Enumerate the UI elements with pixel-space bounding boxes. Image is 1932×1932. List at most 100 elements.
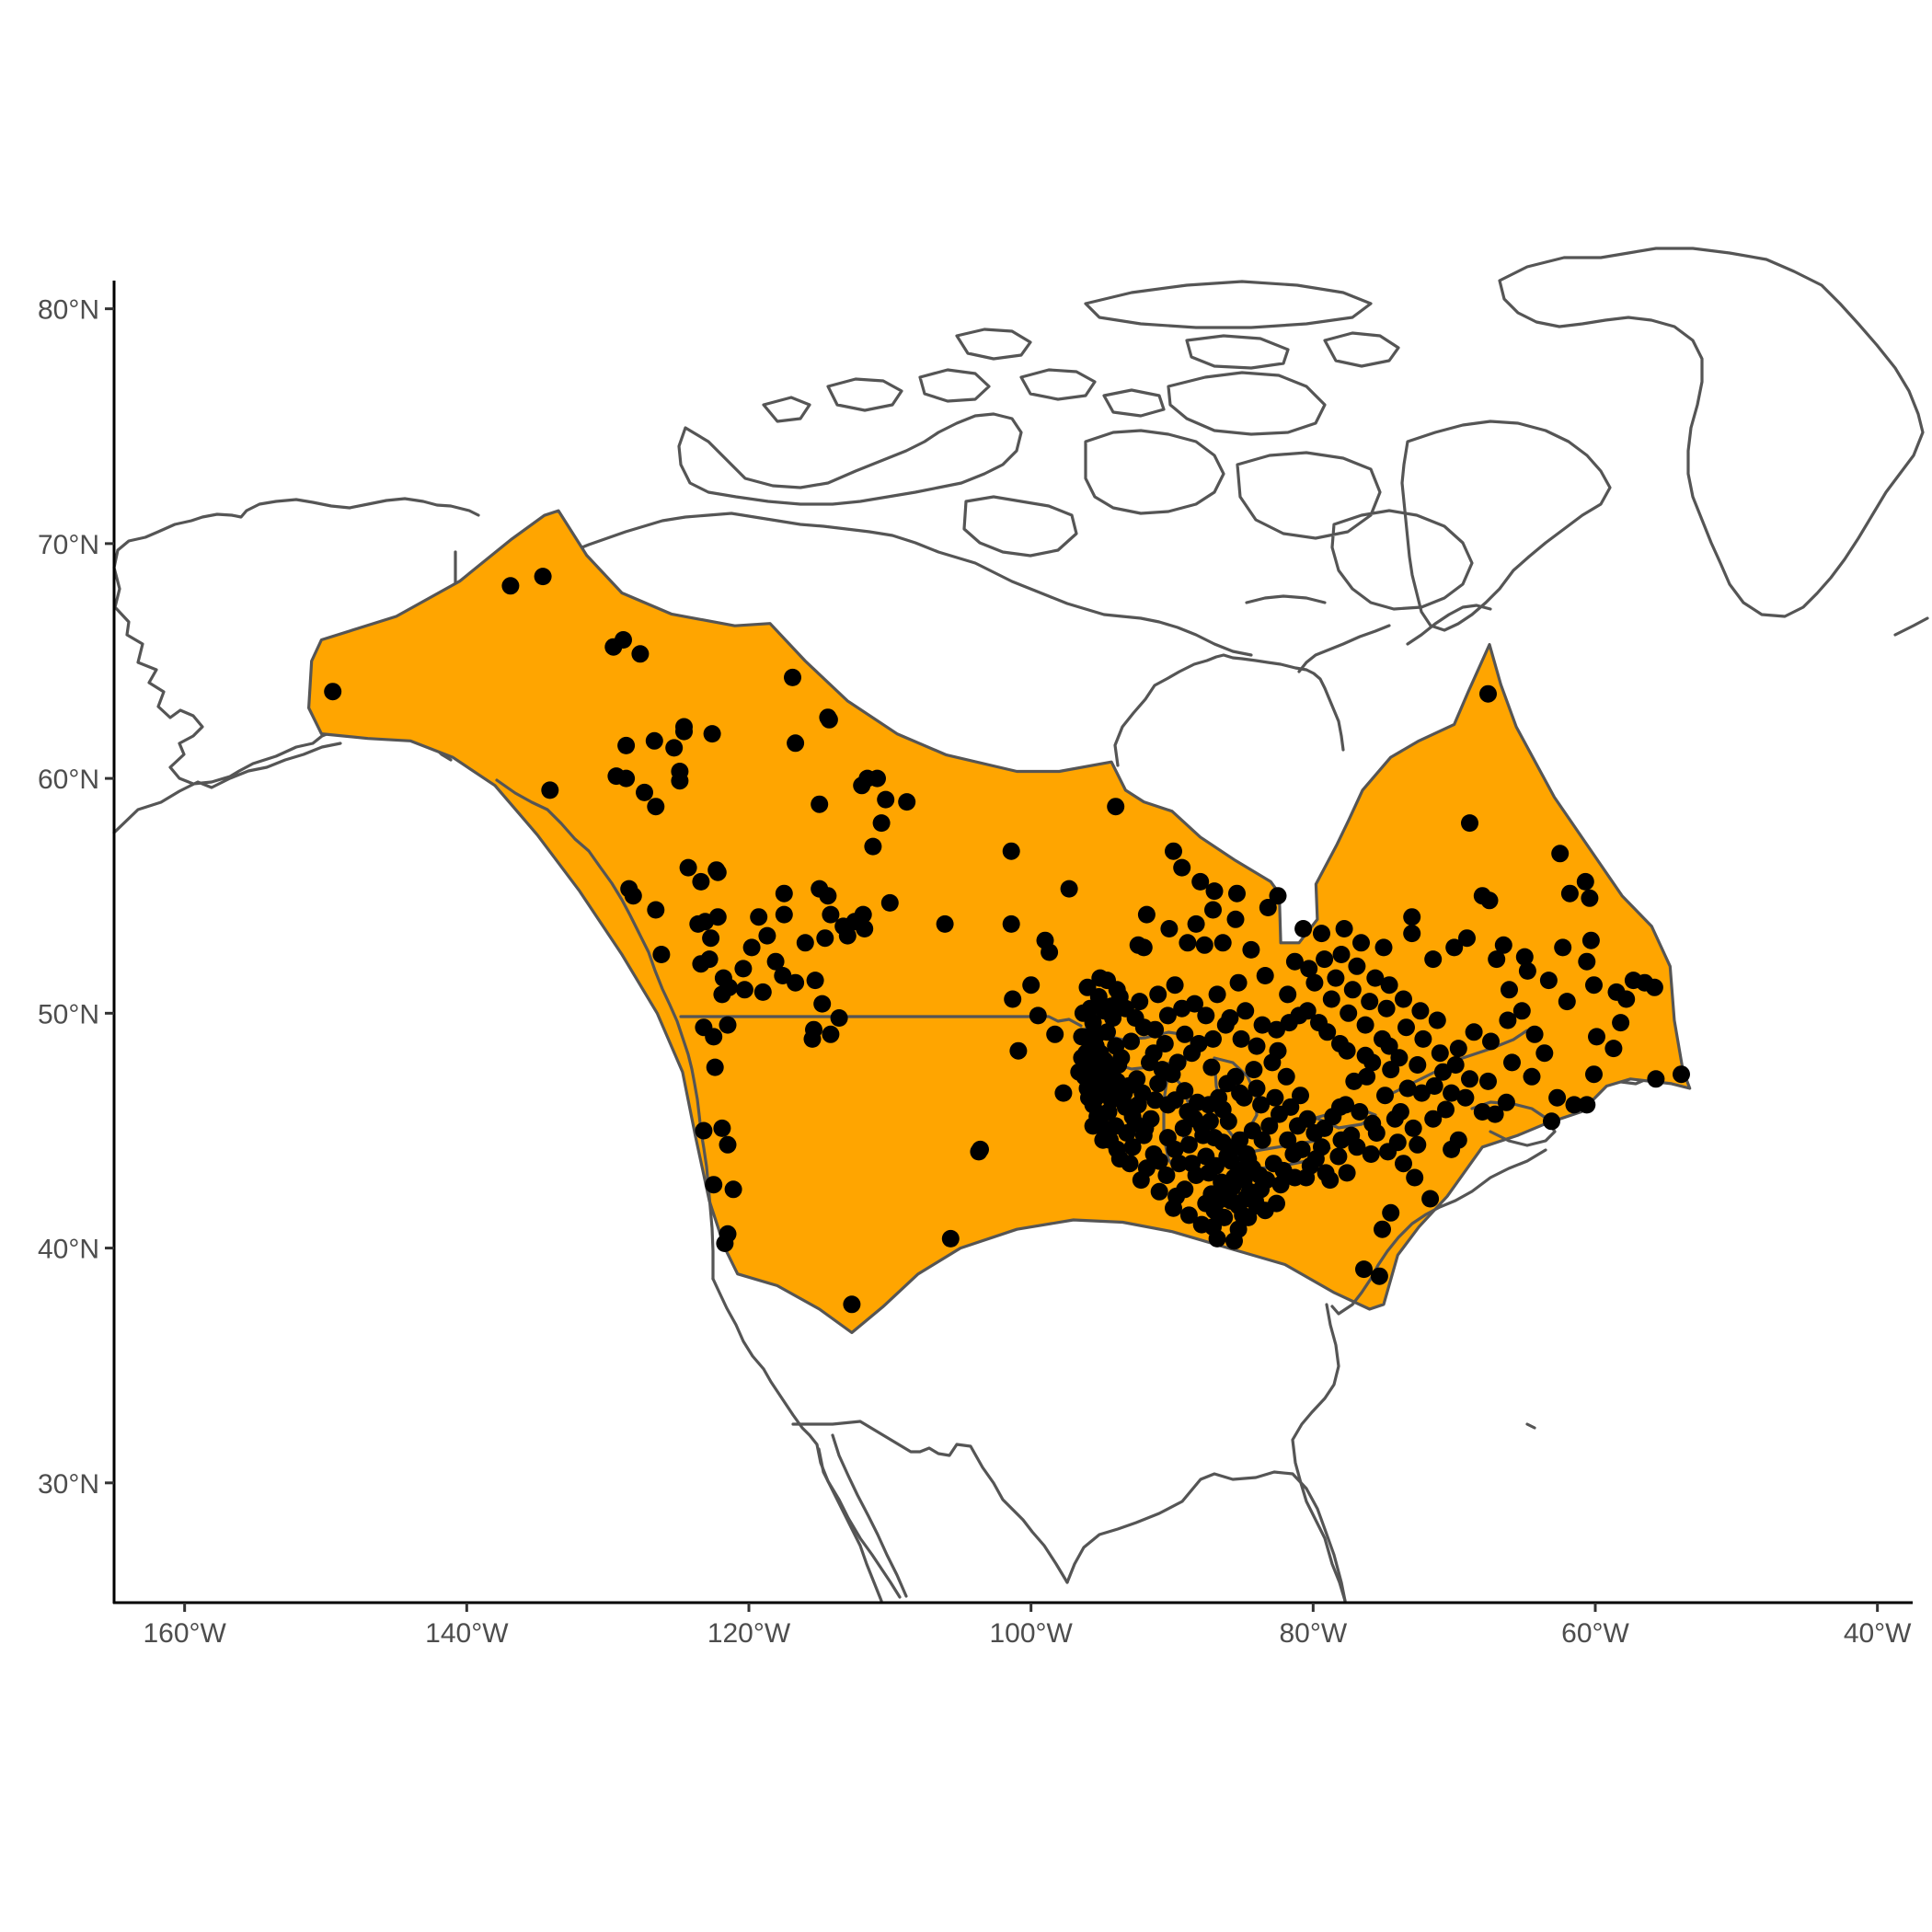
occurrence-point xyxy=(877,790,895,809)
occurrence-point xyxy=(1585,976,1603,995)
occurrence-point xyxy=(1190,1035,1208,1052)
occurrence-point xyxy=(324,683,342,701)
occurrence-point xyxy=(1331,1098,1349,1116)
occurrence-point xyxy=(1482,1032,1500,1051)
occurrence-point xyxy=(1204,901,1222,919)
y-tick-label: 30°N xyxy=(38,1469,99,1500)
occurrence-point xyxy=(1277,1067,1295,1086)
occurrence-point xyxy=(1228,884,1246,903)
occurrence-point xyxy=(1515,948,1534,966)
occurrence-point xyxy=(735,981,753,999)
occurrence-point xyxy=(671,772,689,790)
occurrence-point xyxy=(1216,1182,1235,1201)
occurrence-point xyxy=(753,983,772,1001)
occurrence-point xyxy=(787,734,805,753)
occurrence-point xyxy=(936,914,954,933)
occurrence-point xyxy=(1179,1206,1198,1225)
occurrence-point xyxy=(1479,684,1497,703)
occurrence-point xyxy=(868,769,886,788)
occurrence-point xyxy=(1187,914,1205,933)
occurrence-point xyxy=(624,887,642,905)
occurrence-point xyxy=(1340,1004,1358,1022)
occurrence-point xyxy=(1202,1058,1221,1076)
occurrence-point xyxy=(1243,1121,1261,1140)
occurrence-point xyxy=(1480,891,1499,910)
y-tick-label: 50°N xyxy=(38,999,99,1029)
occurrence-point xyxy=(819,708,837,727)
occurrence-point xyxy=(647,901,665,919)
occurrence-point xyxy=(1271,1176,1290,1194)
occurrence-point xyxy=(1458,929,1476,948)
occurrence-point xyxy=(1560,884,1579,903)
occurrence-point xyxy=(1329,1147,1348,1166)
occurrence-point xyxy=(1431,1044,1449,1063)
occurrence-point xyxy=(1116,1098,1134,1116)
occurrence-point xyxy=(1512,1002,1531,1020)
occurrence-point xyxy=(1095,1002,1113,1020)
occurrence-point xyxy=(1134,938,1153,957)
occurrence-point xyxy=(1268,1194,1285,1213)
occurrence-point xyxy=(1243,1159,1261,1178)
occurrence-point xyxy=(1041,943,1059,961)
occurrence-point xyxy=(1424,950,1443,969)
occurrence-point xyxy=(1144,1044,1163,1063)
occurrence-point xyxy=(1343,981,1362,999)
arctic-islands xyxy=(677,280,1474,611)
occurrence-point xyxy=(645,731,663,750)
arctic-mainland-coast xyxy=(569,512,1253,657)
occurrence-point xyxy=(1098,1121,1116,1140)
occurrence-point xyxy=(1149,1075,1167,1093)
occurrence-point xyxy=(1078,978,1097,996)
mexico-west-coast xyxy=(817,1433,908,1603)
occurrence-point xyxy=(1554,938,1572,957)
x-tick-label: 40°W xyxy=(1844,1618,1912,1649)
occurrence-point xyxy=(541,781,559,799)
occurrence-point xyxy=(1232,1029,1250,1048)
occurrence-point xyxy=(1348,1138,1366,1156)
occurrence-point xyxy=(1332,946,1351,963)
occurrence-point xyxy=(1170,1155,1189,1173)
occurrence-point xyxy=(1176,1180,1194,1199)
occurrence-point xyxy=(1497,1093,1515,1111)
occurrence-point xyxy=(1548,1088,1567,1107)
occurrence-point xyxy=(1098,1023,1116,1041)
y-axis-ticks: 30°N 40°N 50°N 60°N 70°N 80°N xyxy=(38,295,114,1500)
occurrence-point xyxy=(1176,1025,1194,1043)
occurrence-point xyxy=(811,795,829,813)
occurrence-point xyxy=(1150,1152,1168,1170)
occurrence-point xyxy=(774,967,792,984)
occurrence-point xyxy=(1479,1072,1497,1090)
occurrence-point xyxy=(1153,1061,1171,1079)
occurrence-point xyxy=(758,926,776,945)
occurrence-point xyxy=(1218,1147,1236,1166)
occurrence-point xyxy=(1395,990,1412,1008)
y-tick-label: 70°N xyxy=(38,530,99,560)
occurrence-point xyxy=(1194,1126,1213,1144)
occurrence-point xyxy=(1433,1063,1452,1081)
occurrence-point xyxy=(1376,1087,1394,1105)
x-tick-label: 100°W xyxy=(989,1618,1073,1649)
occurrence-point xyxy=(1298,1002,1317,1020)
occurrence-point xyxy=(1213,934,1232,952)
occurrence-point xyxy=(1421,1190,1440,1208)
occurrence-point xyxy=(1525,1025,1544,1043)
occurrence-point xyxy=(1225,1168,1243,1187)
occurrence-point xyxy=(864,837,882,856)
labrador-coast-north xyxy=(1245,594,1492,646)
occurrence-point xyxy=(1179,1103,1197,1121)
occurrence-point xyxy=(830,1009,848,1027)
occurrence-point xyxy=(1543,1112,1560,1131)
occurrence-point xyxy=(702,929,720,948)
occurrence-point xyxy=(1428,1011,1446,1029)
occurrence-point xyxy=(1282,1098,1300,1116)
occurrence-point xyxy=(1578,952,1596,971)
occurrence-point xyxy=(1362,1145,1380,1163)
occurrence-point xyxy=(1158,1006,1177,1025)
occurrence-point xyxy=(1166,1140,1184,1158)
occurrence-point xyxy=(1004,990,1022,1008)
occurrence-point xyxy=(1110,1056,1128,1074)
occurrence-point xyxy=(1149,985,1167,1004)
occurrence-point xyxy=(1110,988,1129,1006)
occurrence-point xyxy=(1313,925,1330,943)
occurrence-point xyxy=(1208,985,1226,1004)
